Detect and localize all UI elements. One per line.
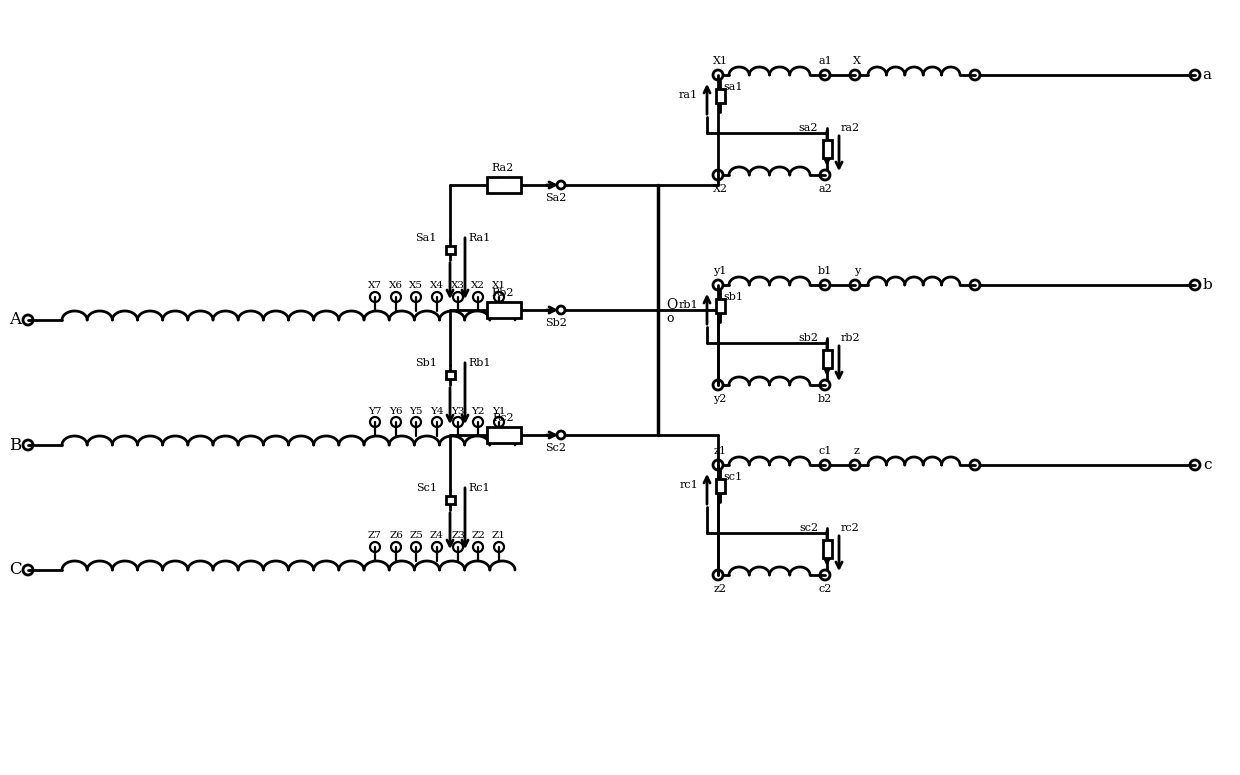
Text: sb1: sb1 <box>723 292 743 302</box>
Text: sa1: sa1 <box>723 82 743 92</box>
Bar <box>715 89 724 103</box>
Text: A: A <box>9 312 21 329</box>
Text: ra1: ra1 <box>678 90 698 100</box>
Text: b1: b1 <box>818 266 832 276</box>
Text: Y7: Y7 <box>368 407 382 415</box>
Text: X: X <box>853 56 861 66</box>
Text: Sc1: Sc1 <box>415 483 436 493</box>
Text: rb1: rb1 <box>678 300 698 310</box>
Text: Z3: Z3 <box>451 532 465 540</box>
Text: b2: b2 <box>818 394 832 404</box>
Text: Z4: Z4 <box>430 532 444 540</box>
Text: z: z <box>854 446 859 456</box>
Bar <box>715 299 724 313</box>
Text: Y1: Y1 <box>492 407 506 415</box>
Text: Sa1: Sa1 <box>415 233 436 243</box>
Bar <box>822 350 832 368</box>
Text: X7: X7 <box>368 281 382 291</box>
Bar <box>822 140 832 158</box>
Text: Sa2: Sa2 <box>546 193 567 203</box>
Text: rb2: rb2 <box>841 333 861 343</box>
Text: Z7: Z7 <box>368 532 382 540</box>
Text: C: C <box>9 562 21 578</box>
Text: y1: y1 <box>713 266 727 276</box>
Text: Sc2: Sc2 <box>546 443 567 453</box>
Text: sc1: sc1 <box>723 472 742 482</box>
Text: X5: X5 <box>409 281 423 291</box>
Bar <box>445 246 455 254</box>
Text: Sb1: Sb1 <box>415 358 436 368</box>
Text: z2: z2 <box>713 584 727 594</box>
Text: c2: c2 <box>818 584 832 594</box>
Text: rc1: rc1 <box>680 480 698 490</box>
Text: Y6: Y6 <box>389 407 403 415</box>
Text: Y2: Y2 <box>471 407 485 415</box>
Text: a: a <box>1203 68 1211 82</box>
Text: Y5: Y5 <box>409 407 423 415</box>
Bar <box>445 495 455 505</box>
Text: Z1: Z1 <box>492 532 506 540</box>
Text: X1: X1 <box>713 56 728 66</box>
Bar <box>487 427 521 443</box>
Text: X1: X1 <box>492 281 506 291</box>
Text: Z2: Z2 <box>471 532 485 540</box>
Text: Sb2: Sb2 <box>546 318 567 328</box>
Text: Y3: Y3 <box>451 407 465 415</box>
Text: Ra2: Ra2 <box>492 163 515 173</box>
Text: X4: X4 <box>430 281 444 291</box>
Bar <box>487 302 521 318</box>
Text: X3: X3 <box>451 281 465 291</box>
Text: Rc2: Rc2 <box>492 413 513 423</box>
Text: a2: a2 <box>818 184 832 194</box>
Text: y: y <box>854 266 861 276</box>
Text: Ra1: Ra1 <box>467 233 490 243</box>
Text: Z5: Z5 <box>409 532 423 540</box>
Text: c1: c1 <box>818 446 832 456</box>
Text: Rc1: Rc1 <box>467 483 490 493</box>
Bar <box>487 177 521 193</box>
Text: Y4: Y4 <box>430 407 444 415</box>
Text: X2: X2 <box>713 184 728 194</box>
Text: a1: a1 <box>818 56 832 66</box>
Text: o: o <box>666 312 673 325</box>
Text: ra2: ra2 <box>841 123 861 133</box>
Text: y2: y2 <box>713 394 727 404</box>
Bar <box>715 479 724 493</box>
Bar <box>445 370 455 380</box>
Text: O: O <box>666 298 677 312</box>
Text: B: B <box>9 436 21 453</box>
Text: Rb2: Rb2 <box>492 288 515 298</box>
Text: b: b <box>1202 278 1211 292</box>
Text: Rb1: Rb1 <box>467 358 491 368</box>
Text: sb2: sb2 <box>799 333 818 343</box>
Text: sc2: sc2 <box>799 523 818 533</box>
Text: sa2: sa2 <box>799 123 818 133</box>
Text: X6: X6 <box>389 281 403 291</box>
Bar <box>822 539 832 558</box>
Text: rc2: rc2 <box>841 523 859 533</box>
Text: Z6: Z6 <box>389 532 403 540</box>
Text: c: c <box>1203 458 1211 472</box>
Text: z1: z1 <box>713 446 727 456</box>
Text: X2: X2 <box>471 281 485 291</box>
